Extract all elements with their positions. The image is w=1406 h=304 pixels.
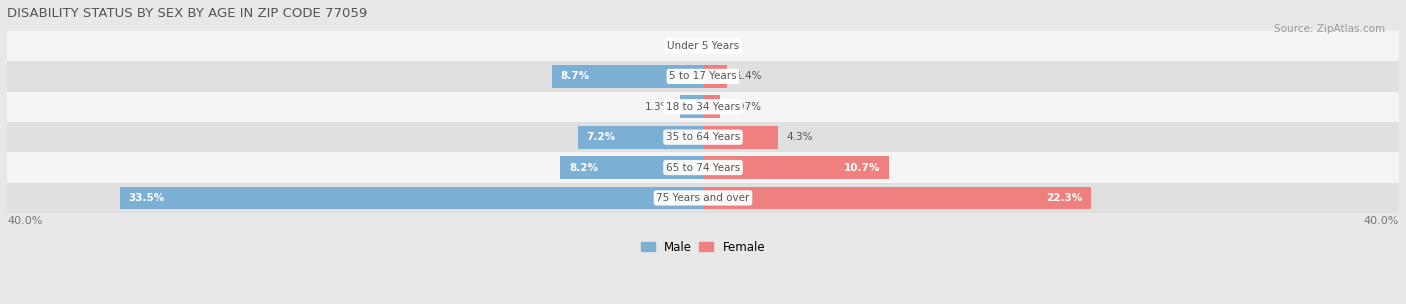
Bar xyxy=(551,65,703,88)
Bar xyxy=(703,126,778,149)
Text: 10.7%: 10.7% xyxy=(844,163,880,173)
Text: 1.3%: 1.3% xyxy=(645,102,672,112)
Text: 22.3%: 22.3% xyxy=(1046,193,1083,203)
Bar xyxy=(120,187,703,209)
Text: 7.2%: 7.2% xyxy=(586,132,616,142)
Text: 8.2%: 8.2% xyxy=(569,163,598,173)
Text: 1.4%: 1.4% xyxy=(737,71,762,81)
Text: Under 5 Years: Under 5 Years xyxy=(666,41,740,51)
Text: 8.7%: 8.7% xyxy=(561,71,589,81)
Bar xyxy=(7,92,1399,122)
Bar xyxy=(703,95,720,118)
Legend: Male, Female: Male, Female xyxy=(636,236,770,258)
Bar xyxy=(7,152,1399,183)
Text: 18 to 34 Years: 18 to 34 Years xyxy=(666,102,740,112)
Bar xyxy=(7,61,1399,92)
Text: 35 to 64 Years: 35 to 64 Years xyxy=(666,132,740,142)
Text: 0.97%: 0.97% xyxy=(728,102,762,112)
Bar xyxy=(561,156,703,179)
Bar xyxy=(703,187,1091,209)
Text: 0.0%: 0.0% xyxy=(711,41,738,51)
Text: 0.0%: 0.0% xyxy=(668,41,695,51)
Bar xyxy=(703,65,727,88)
Text: Source: ZipAtlas.com: Source: ZipAtlas.com xyxy=(1274,24,1385,34)
Bar xyxy=(7,183,1399,213)
Text: 40.0%: 40.0% xyxy=(7,216,42,226)
Text: 40.0%: 40.0% xyxy=(1364,216,1399,226)
Bar xyxy=(681,95,703,118)
Text: 5 to 17 Years: 5 to 17 Years xyxy=(669,71,737,81)
Bar xyxy=(703,156,889,179)
Text: 33.5%: 33.5% xyxy=(129,193,165,203)
Bar xyxy=(578,126,703,149)
Text: 75 Years and over: 75 Years and over xyxy=(657,193,749,203)
Bar xyxy=(7,31,1399,61)
Text: 4.3%: 4.3% xyxy=(786,132,813,142)
Bar xyxy=(7,122,1399,152)
Text: DISABILITY STATUS BY SEX BY AGE IN ZIP CODE 77059: DISABILITY STATUS BY SEX BY AGE IN ZIP C… xyxy=(7,7,367,20)
Text: 65 to 74 Years: 65 to 74 Years xyxy=(666,163,740,173)
